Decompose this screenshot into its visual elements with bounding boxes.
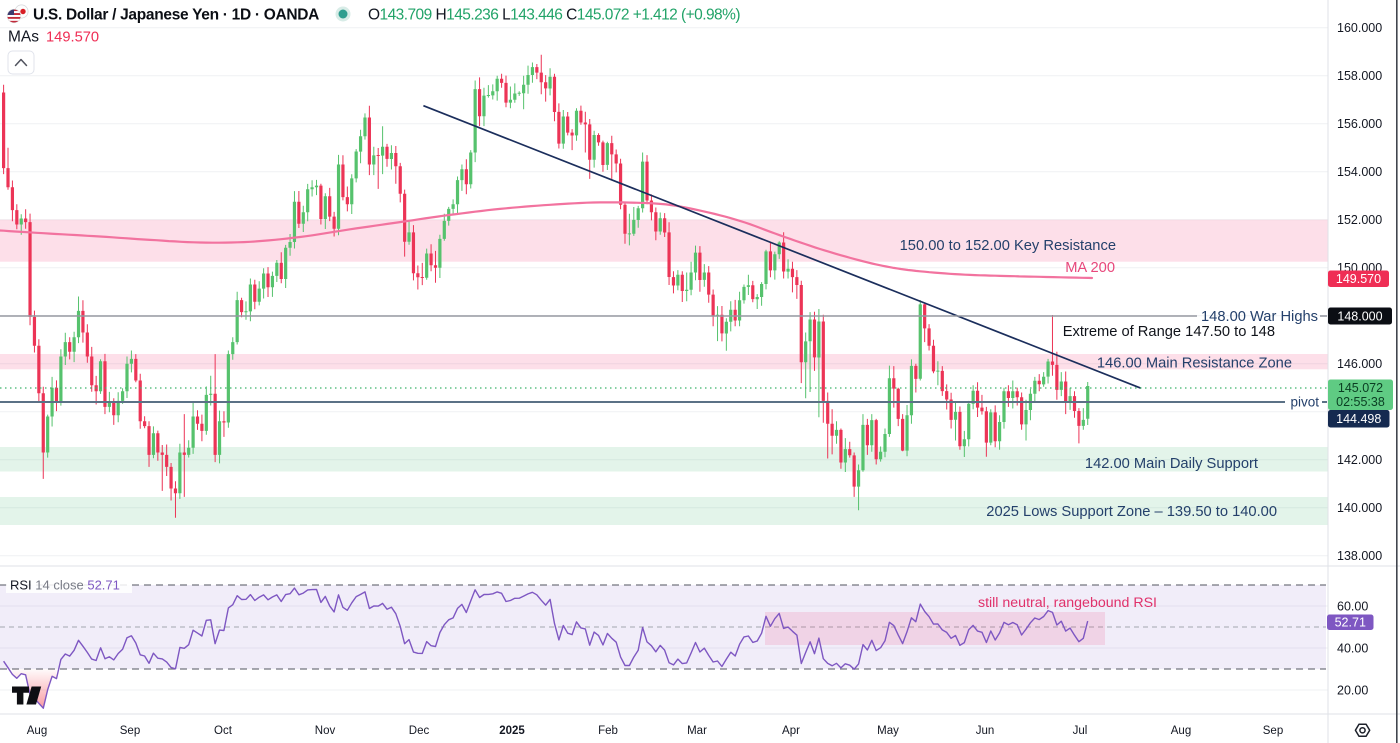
svg-text:Apr: Apr <box>782 725 800 737</box>
svg-text:2025 Lows Support Zone – 139.5: 2025 Lows Support Zone – 139.50 to 140.0… <box>986 504 1277 520</box>
svg-text:Jun: Jun <box>976 725 995 737</box>
svg-text:U.S. Dollar / Japanese Yen · 1: U.S. Dollar / Japanese Yen · 1D · OANDA <box>33 7 319 24</box>
svg-text:O143.709 H145.236 L143.446 C14: O143.709 H145.236 L143.446 C145.072 +1.4… <box>368 7 740 24</box>
svg-text:May: May <box>877 725 899 737</box>
svg-text:Sep: Sep <box>1263 725 1283 737</box>
svg-text:MA 200: MA 200 <box>1065 260 1115 276</box>
svg-text:20.00: 20.00 <box>1337 683 1368 697</box>
svg-text:160.000: 160.000 <box>1337 21 1382 35</box>
svg-text:Dec: Dec <box>409 725 430 737</box>
svg-text:Oct: Oct <box>214 725 233 737</box>
svg-text:152.000: 152.000 <box>1337 213 1382 227</box>
svg-text:Feb: Feb <box>598 725 618 737</box>
svg-text:Jul: Jul <box>1073 725 1088 737</box>
svg-text:149.570: 149.570 <box>46 30 99 46</box>
svg-text:60.00: 60.00 <box>1337 599 1368 613</box>
svg-text:Extreme of Range 147.50 to 148: Extreme of Range 147.50 to 148 <box>1063 324 1275 340</box>
svg-text:still neutral, rangebound RSI: still neutral, rangebound RSI <box>978 595 1157 611</box>
svg-text:2025: 2025 <box>499 725 525 737</box>
svg-text:02:55:38: 02:55:38 <box>1336 395 1385 409</box>
svg-text:150.00 to 152.00 Key Resistanc: 150.00 to 152.00 Key Resistance <box>900 238 1116 254</box>
svg-text:Nov: Nov <box>315 725 336 737</box>
svg-text:144.498: 144.498 <box>1336 412 1381 426</box>
svg-text:154.000: 154.000 <box>1337 165 1382 179</box>
svg-text:148.00 War Highs: 148.00 War Highs <box>1201 309 1318 325</box>
svg-text:156.000: 156.000 <box>1337 117 1382 131</box>
svg-text:Mar: Mar <box>687 725 707 737</box>
svg-text:145.072: 145.072 <box>1338 381 1383 395</box>
svg-text:149.570: 149.570 <box>1336 272 1381 286</box>
svg-text:Aug: Aug <box>1171 725 1191 737</box>
svg-text:142.00 Main Daily Support: 142.00 Main Daily Support <box>1085 456 1258 472</box>
svg-text:40.00: 40.00 <box>1337 641 1368 655</box>
svg-text:MAs: MAs <box>8 29 39 46</box>
svg-text:Aug: Aug <box>27 725 47 737</box>
svg-text:138.000: 138.000 <box>1337 549 1382 563</box>
svg-text:RSI 14 close 52.71: RSI 14 close 52.71 <box>10 578 120 593</box>
svg-text:140.000: 140.000 <box>1337 501 1382 515</box>
svg-text:148.000: 148.000 <box>1337 309 1382 323</box>
svg-text:52.71: 52.71 <box>1335 616 1366 630</box>
svg-text:146.000: 146.000 <box>1337 357 1382 371</box>
svg-text:146.00 Main Resistance Zone: 146.00 Main Resistance Zone <box>1097 356 1292 372</box>
svg-text:pivot: pivot <box>1290 395 1319 410</box>
svg-text:142.000: 142.000 <box>1337 453 1382 467</box>
svg-text:158.000: 158.000 <box>1337 69 1382 83</box>
svg-text:Sep: Sep <box>120 725 140 737</box>
